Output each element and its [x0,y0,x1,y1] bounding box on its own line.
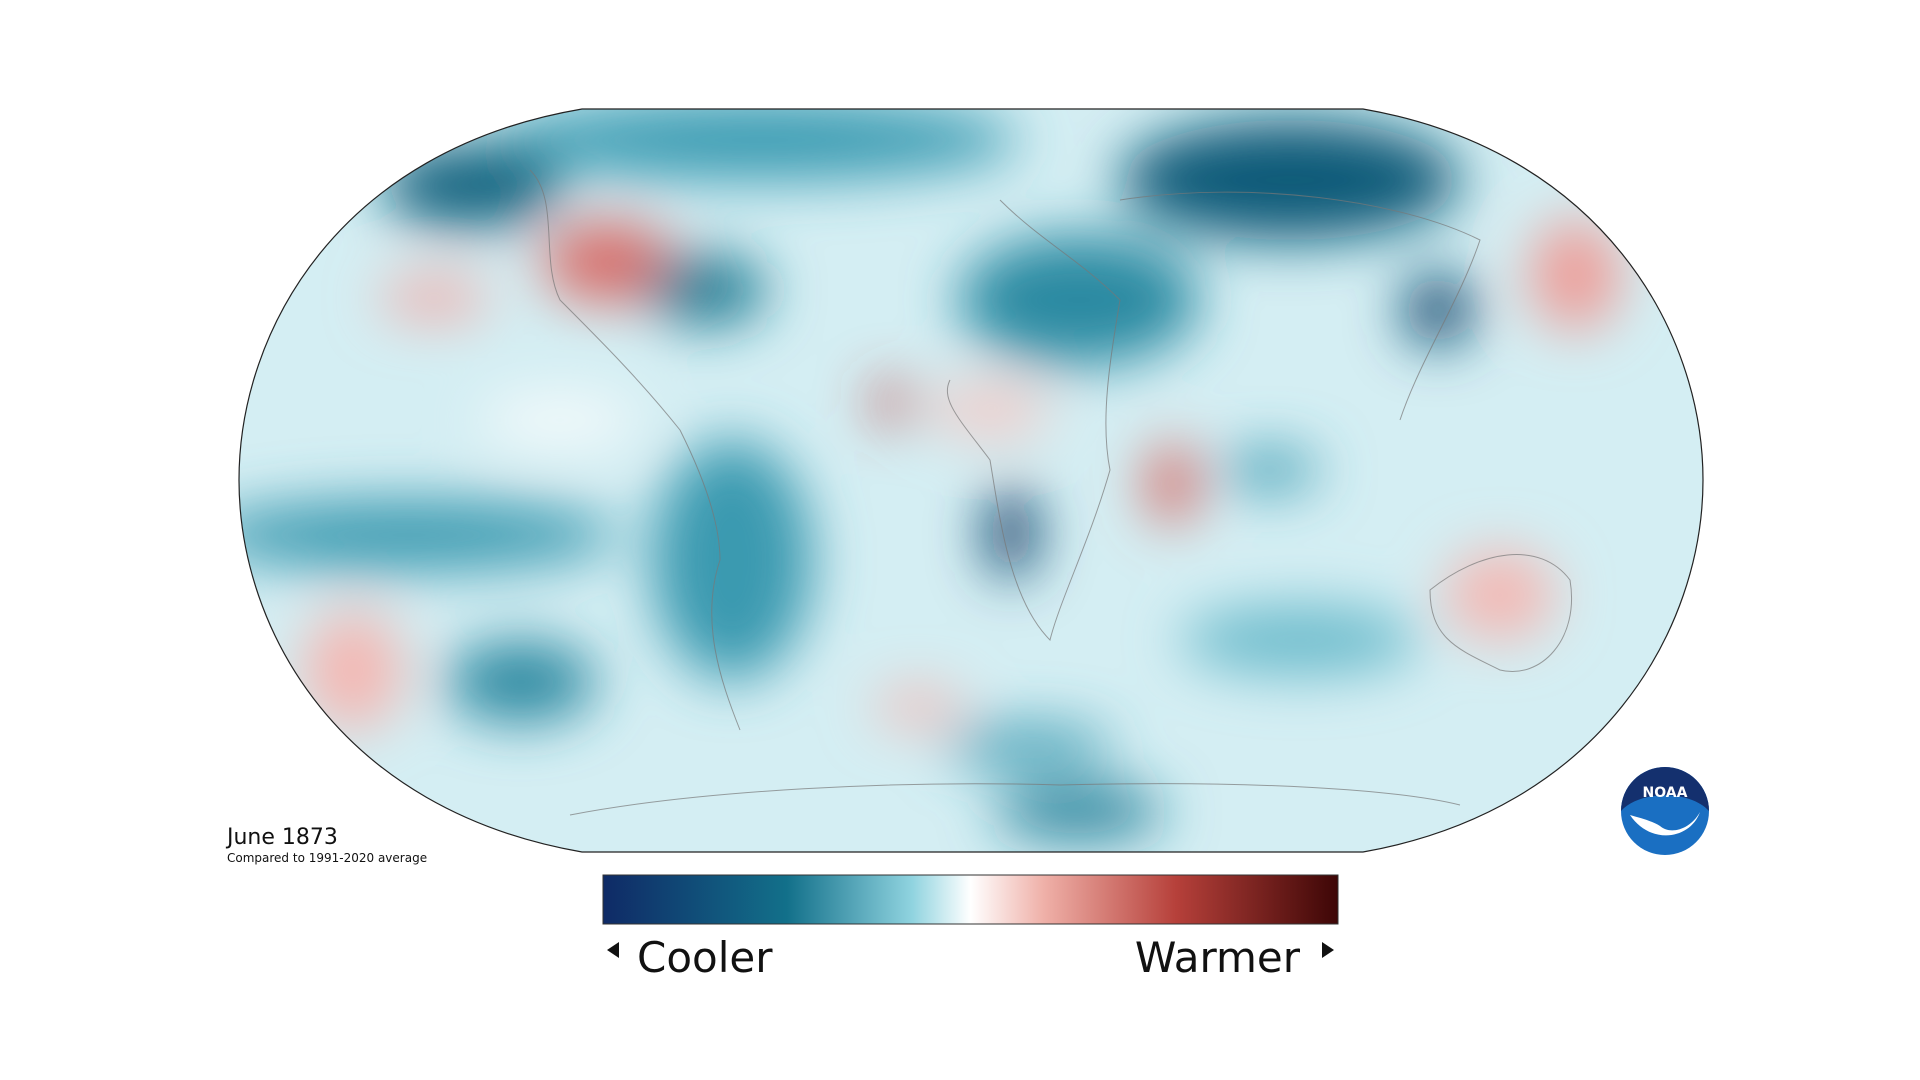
blob [381,146,561,226]
blob [1147,444,1197,524]
logo-text: NOAA [1643,785,1688,801]
legend-high-label: Warmer [1135,933,1301,982]
coastline [569,783,1461,816]
anomaly-field [239,109,1703,852]
anomaly-blobs [239,109,1620,837]
logo-bird [1630,812,1700,836]
blob [1530,220,1620,330]
blob [379,278,489,318]
cooler-arrow [607,942,619,958]
legend-low-label: Cooler [637,933,773,982]
logo-top [1621,767,1709,811]
blob [1180,605,1420,675]
coastline [1429,554,1572,672]
blob [446,642,596,722]
coastline [529,169,741,731]
map-title: June 1873 [225,825,338,850]
coastline [1119,191,1481,421]
coastlines [529,169,1572,816]
blob [239,500,619,570]
blob [873,383,913,423]
blob [1445,550,1555,640]
blob [480,395,640,445]
globe-outline [238,108,1704,853]
blob [543,222,673,302]
noaa-logo: NOAA [1621,767,1709,855]
blob [1220,450,1320,490]
blob [873,689,963,725]
blob [994,787,1164,837]
background-field [239,109,1703,852]
blob [647,255,767,325]
blob [959,235,1199,365]
blob [1120,120,1460,240]
blob [930,385,1050,435]
blob [500,109,1020,180]
coastline [946,199,1121,641]
warmer-arrow [1322,942,1334,958]
blob [1403,275,1473,345]
blob [303,610,403,730]
map-subtitle: Compared to 1991-2020 average [227,851,427,865]
blob [652,440,812,680]
color-scale [602,874,1339,925]
blob [944,726,1114,766]
